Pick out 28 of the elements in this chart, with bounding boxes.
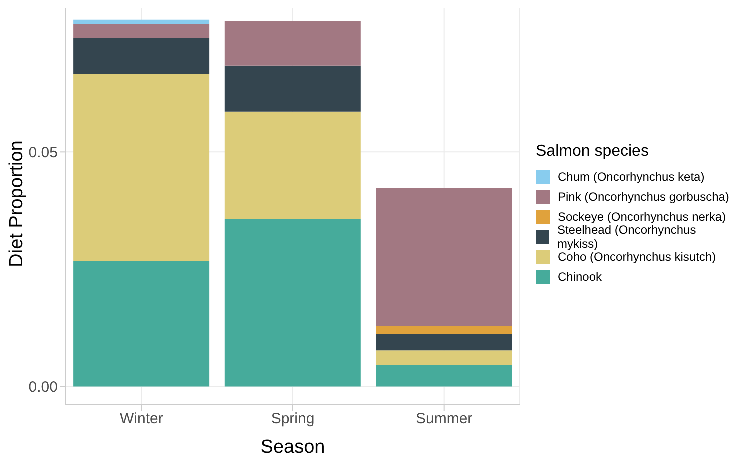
bar (224, 219, 361, 387)
bar (224, 112, 361, 220)
y-tick-label: 0.05 (28, 144, 58, 162)
bar (376, 188, 512, 326)
legend-label: Sockeye (Oncorhynchus nerka) (558, 210, 726, 224)
bar (74, 24, 210, 38)
bar (74, 38, 210, 74)
legend-label: Pink (Oncorhynchus gorbuscha) (558, 190, 730, 204)
bar (74, 74, 210, 261)
legend-label: Steelhead (Oncorhynchus mykiss) (557, 223, 696, 251)
x-axis-title: Season (260, 437, 326, 458)
bar (376, 326, 512, 334)
legend-label: Chinook (558, 270, 602, 284)
bar (74, 20, 210, 24)
bar (74, 260, 210, 387)
bar (376, 350, 512, 366)
legend-label: Chum (Oncorhynchus keta) (558, 170, 705, 184)
x-tick-label: Winter (120, 410, 164, 428)
bar (376, 365, 512, 387)
bar (376, 334, 512, 351)
bar (224, 21, 361, 66)
legend-label: Coho (Oncorhynchus kisutch) (558, 250, 716, 264)
bar (224, 66, 361, 112)
y-axis-title: Diet Proportion (6, 140, 28, 268)
y-tick-label: 0.00 (28, 379, 58, 396)
x-tick-label: Summer (416, 410, 473, 428)
legend-title: Salmon species (536, 143, 650, 161)
x-tick-label: Spring (271, 410, 315, 428)
